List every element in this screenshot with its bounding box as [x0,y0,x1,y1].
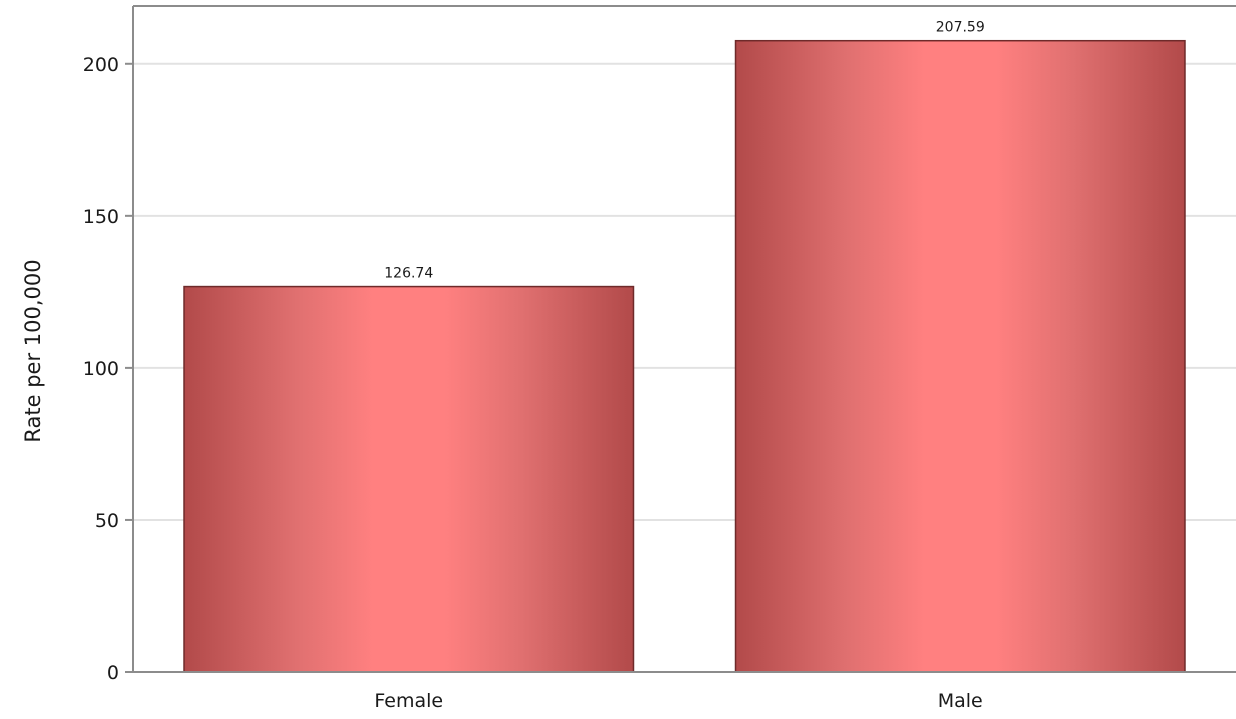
y-axis-title: Rate per 100,000 [21,259,45,442]
y-tick-label: 200 [83,54,119,76]
y-tick-label: 150 [83,206,119,228]
bars [183,39,1186,673]
bar-male [734,39,1186,673]
bar-female [183,285,635,673]
data-label-female: 126.74 [384,266,433,282]
labels: 0 50 100 150 200 126.74 Female 207.59 Male [83,20,985,712]
x-tick-label-female: Female [374,690,443,712]
x-tick-label-male: Male [938,690,983,712]
y-tick-label: 0 [107,662,119,684]
y-tick-label: 100 [83,358,119,380]
axes [125,5,1236,673]
y-tick-label: 50 [95,510,119,532]
data-label-male: 207.59 [936,20,985,36]
